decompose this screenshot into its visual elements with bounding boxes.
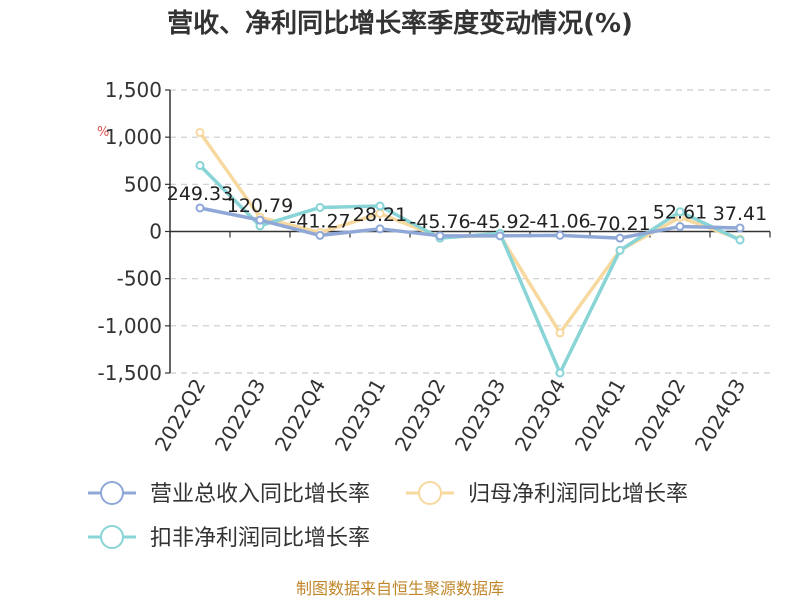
y-tick-label: 0 [149, 220, 162, 244]
legend-item[interactable]: 营业总收入同比增长率 [88, 481, 370, 507]
unit-mark: % [97, 125, 109, 140]
x-tick-label: 2022Q2 [150, 375, 210, 456]
x-tick-label: 2023Q3 [450, 375, 510, 456]
y-tick-label: 1,000 [105, 125, 162, 149]
data-point [675, 222, 685, 232]
x-tick-label: 2023Q4 [510, 375, 570, 456]
data-source: 制图数据来自恒生聚源数据库 [296, 579, 504, 598]
data-label: -41.27 [289, 210, 350, 232]
legend-label: 扣非净利润同比增长率 [150, 526, 370, 551]
gridlines [170, 89, 770, 374]
x-tick-label: 2024Q1 [570, 375, 630, 456]
chart-title: 营收、净利同比增长率季度变动情况(%) [167, 8, 633, 39]
y-axis-ticks: 1,500 1,000 500 0 -500 -1,000 -1,500 [98, 78, 170, 385]
data-point [315, 230, 325, 240]
x-tick-label: 2023Q2 [390, 375, 450, 456]
data-point [435, 231, 445, 241]
series-group [195, 127, 745, 378]
y-tick-label: 500 [124, 172, 162, 196]
data-point [615, 233, 625, 243]
data-point [675, 207, 685, 217]
data-point [195, 127, 205, 137]
data-label: 249.33 [167, 183, 233, 205]
data-point [195, 203, 205, 213]
data-point [555, 328, 565, 338]
data-label: -45.76 [409, 211, 470, 233]
legend-marker [100, 481, 124, 505]
legend-item[interactable]: 扣非净利润同比增长率 [88, 525, 370, 551]
data-point [315, 202, 325, 212]
x-tick-label: 2022Q3 [210, 375, 270, 456]
y-tick-label: -1,500 [98, 361, 162, 385]
data-label: 52.61 [653, 202, 707, 224]
data-point [375, 224, 385, 234]
data-label: -41.06 [529, 210, 590, 232]
data-label: -45.92 [469, 211, 530, 233]
data-point [555, 368, 565, 378]
data-point [495, 231, 505, 241]
legend-label: 营业总收入同比增长率 [150, 482, 370, 507]
data-point [255, 215, 265, 225]
x-axis-ticks: 2022Q2 2022Q3 2022Q4 2023Q1 2023Q2 2023Q3 2023… [150, 231, 771, 456]
legend-item[interactable]: 归母净利润同比增长率 [406, 481, 688, 507]
legend-marker [100, 525, 124, 549]
series-line [199, 206, 741, 240]
legend-label: 归母净利润同比增长率 [468, 482, 688, 507]
data-label: 120.79 [227, 195, 293, 217]
data-point [615, 245, 625, 255]
x-tick-label: 2022Q4 [270, 375, 330, 456]
data-label: 37.41 [713, 203, 767, 225]
y-tick-label: -1,000 [98, 314, 162, 338]
data-label: -70.21 [589, 213, 650, 235]
data-point [555, 230, 565, 240]
x-tick-label: 2023Q1 [330, 375, 390, 456]
data-label: 28.21 [353, 204, 407, 226]
legend-marker [418, 481, 442, 505]
data-point [735, 223, 745, 233]
y-tick-label: -500 [117, 267, 162, 291]
data-point [375, 201, 385, 211]
y-tick-label: 1,500 [105, 78, 162, 102]
x-tick-label: 2024Q2 [630, 375, 690, 456]
data-point [195, 160, 205, 170]
data-point [735, 235, 745, 245]
x-tick-label: 2024Q3 [690, 375, 750, 456]
